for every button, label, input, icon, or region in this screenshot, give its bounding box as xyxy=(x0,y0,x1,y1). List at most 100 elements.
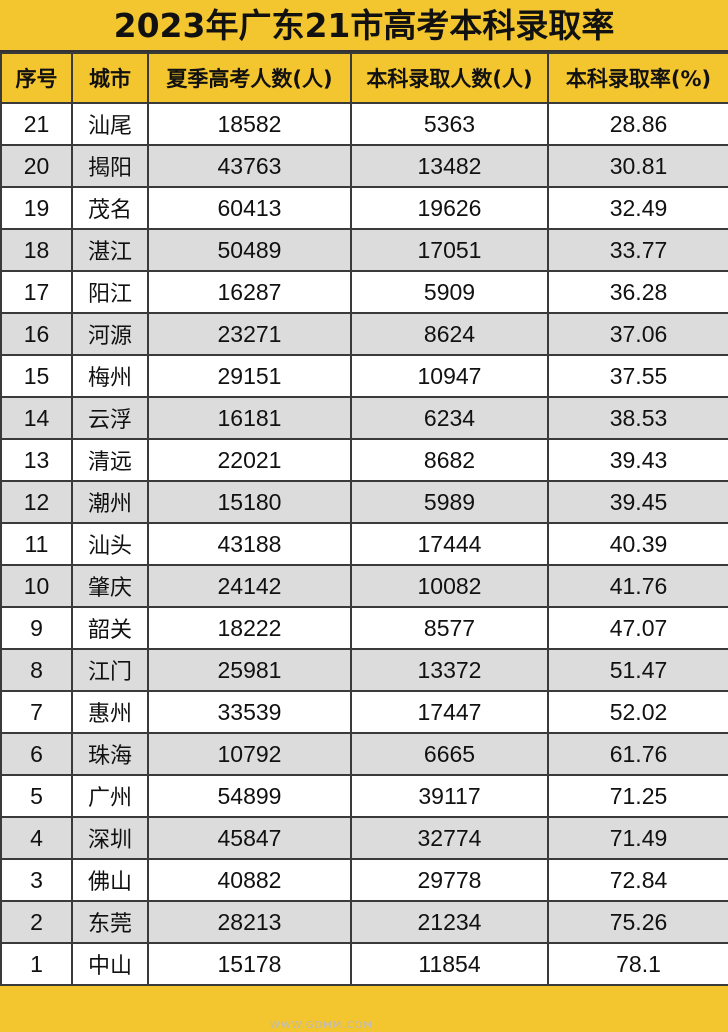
table-row: 8 江门 25981 13372 51.47 xyxy=(0,648,728,692)
rate-cell: 41.76 xyxy=(547,564,728,608)
rate-cell: 51.47 xyxy=(547,648,728,692)
examinees-cell: 33539 xyxy=(147,690,352,734)
rank-cell: 15 xyxy=(0,354,73,398)
header-row: 序号 城市 夏季高考人数(人) 本科录取人数(人) 本科录取率(%) xyxy=(0,52,728,104)
rank-cell: 3 xyxy=(0,858,73,902)
examinees-cell: 16181 xyxy=(147,396,352,440)
rate-cell: 75.26 xyxy=(547,900,728,944)
table-row: 3 佛山 40882 29778 72.84 xyxy=(0,858,728,902)
city-cell: 茂名 xyxy=(71,186,149,230)
rank-cell: 8 xyxy=(0,648,73,692)
city-cell: 清远 xyxy=(71,438,149,482)
admitted-cell: 11854 xyxy=(350,942,549,986)
city-cell: 广州 xyxy=(71,774,149,818)
table-row: 18 湛江 50489 17051 33.77 xyxy=(0,228,728,272)
admitted-cell: 13372 xyxy=(350,648,549,692)
rate-cell: 33.77 xyxy=(547,228,728,272)
examinees-cell: 54899 xyxy=(147,774,352,818)
header-rank: 序号 xyxy=(0,52,73,104)
rate-cell: 71.49 xyxy=(547,816,728,860)
examinees-cell: 24142 xyxy=(147,564,352,608)
city-cell: 梅州 xyxy=(71,354,149,398)
admission-rate-table: 序号 城市 夏季高考人数(人) 本科录取人数(人) 本科录取率(%) 21 汕尾 1… xyxy=(0,52,728,986)
admitted-cell: 13482 xyxy=(350,144,549,188)
city-cell: 潮州 xyxy=(71,480,149,524)
rate-cell: 37.55 xyxy=(547,354,728,398)
city-cell: 阳江 xyxy=(71,270,149,314)
admitted-cell: 32774 xyxy=(350,816,549,860)
table-row: 4 深圳 45847 32774 71.49 xyxy=(0,816,728,860)
header-admitted: 本科录取人数(人) xyxy=(350,52,549,104)
examinees-cell: 43188 xyxy=(147,522,352,566)
city-cell: 河源 xyxy=(71,312,149,356)
rate-cell: 39.45 xyxy=(547,480,728,524)
examinees-cell: 15178 xyxy=(147,942,352,986)
rank-cell: 13 xyxy=(0,438,73,482)
admitted-cell: 17447 xyxy=(350,690,549,734)
city-cell: 汕头 xyxy=(71,522,149,566)
city-cell: 惠州 xyxy=(71,690,149,734)
header-city: 城市 xyxy=(71,52,149,104)
admitted-cell: 8682 xyxy=(350,438,549,482)
examinees-cell: 60413 xyxy=(147,186,352,230)
examinees-cell: 28213 xyxy=(147,900,352,944)
examinees-cell: 43763 xyxy=(147,144,352,188)
city-cell: 肇庆 xyxy=(71,564,149,608)
rate-cell: 47.07 xyxy=(547,606,728,650)
admitted-cell: 17444 xyxy=(350,522,549,566)
city-cell: 深圳 xyxy=(71,816,149,860)
table-row: 10 肇庆 24142 10082 41.76 xyxy=(0,564,728,608)
city-cell: 汕尾 xyxy=(71,102,149,146)
admitted-cell: 6234 xyxy=(350,396,549,440)
rank-cell: 6 xyxy=(0,732,73,776)
admitted-cell: 19626 xyxy=(350,186,549,230)
admitted-cell: 8577 xyxy=(350,606,549,650)
rate-cell: 61.76 xyxy=(547,732,728,776)
table-row: 16 河源 23271 8624 37.06 xyxy=(0,312,728,356)
rate-cell: 36.28 xyxy=(547,270,728,314)
admitted-cell: 10947 xyxy=(350,354,549,398)
city-cell: 云浮 xyxy=(71,396,149,440)
table-row: 1 中山 15178 11854 78.1 xyxy=(0,942,728,986)
table-row: 9 韶关 18222 8577 47.07 xyxy=(0,606,728,650)
header-rate: 本科录取率(%) xyxy=(547,52,728,104)
rank-cell: 1 xyxy=(0,942,73,986)
header-examinees: 夏季高考人数(人) xyxy=(147,52,352,104)
rank-cell: 20 xyxy=(0,144,73,188)
table-row: 6 珠海 10792 6665 61.76 xyxy=(0,732,728,776)
admitted-cell: 5909 xyxy=(350,270,549,314)
examinees-cell: 40882 xyxy=(147,858,352,902)
examinees-cell: 15180 xyxy=(147,480,352,524)
admitted-cell: 5363 xyxy=(350,102,549,146)
examinees-cell: 50489 xyxy=(147,228,352,272)
admitted-cell: 8624 xyxy=(350,312,549,356)
rate-cell: 30.81 xyxy=(547,144,728,188)
examinees-cell: 16287 xyxy=(147,270,352,314)
table-row: 7 惠州 33539 17447 52.02 xyxy=(0,690,728,734)
city-cell: 韶关 xyxy=(71,606,149,650)
rank-cell: 5 xyxy=(0,774,73,818)
rate-cell: 28.86 xyxy=(547,102,728,146)
table-title: 2023年广东21市高考本科录取率 xyxy=(0,0,728,52)
city-cell: 珠海 xyxy=(71,732,149,776)
table-row: 20 揭阳 43763 13482 30.81 xyxy=(0,144,728,188)
table-row: 21 汕尾 18582 5363 28.86 xyxy=(0,102,728,146)
rate-cell: 38.53 xyxy=(547,396,728,440)
rate-cell: 78.1 xyxy=(547,942,728,986)
rank-cell: 19 xyxy=(0,186,73,230)
table-row: 17 阳江 16287 5909 36.28 xyxy=(0,270,728,314)
rank-cell: 4 xyxy=(0,816,73,860)
rank-cell: 7 xyxy=(0,690,73,734)
table-row: 19 茂名 60413 19626 32.49 xyxy=(0,186,728,230)
table-row: 12 潮州 15180 5989 39.45 xyxy=(0,480,728,524)
rank-cell: 16 xyxy=(0,312,73,356)
admitted-cell: 21234 xyxy=(350,900,549,944)
rank-cell: 18 xyxy=(0,228,73,272)
city-cell: 江门 xyxy=(71,648,149,692)
rate-cell: 52.02 xyxy=(547,690,728,734)
rank-cell: 10 xyxy=(0,564,73,608)
table-row: 11 汕头 43188 17444 40.39 xyxy=(0,522,728,566)
city-cell: 中山 xyxy=(71,942,149,986)
rank-cell: 14 xyxy=(0,396,73,440)
rank-cell: 2 xyxy=(0,900,73,944)
